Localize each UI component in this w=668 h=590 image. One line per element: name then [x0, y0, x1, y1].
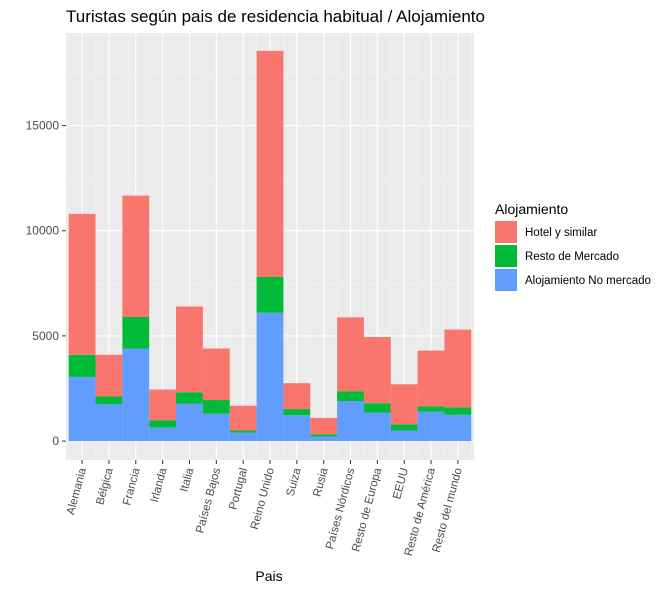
- x-tick-label: Países Nórdicos: [324, 466, 357, 550]
- bar-segment: [363, 336, 391, 404]
- bar-segment: [68, 376, 96, 442]
- bar-segment: [95, 354, 123, 397]
- y-tick-label: 10000: [26, 224, 60, 238]
- bar-segment: [95, 404, 123, 442]
- x-tick-label: Portugal: [227, 467, 250, 511]
- legend-key: [495, 269, 517, 291]
- bar-segment: [444, 407, 472, 415]
- x-tick-label: Alemania: [65, 466, 89, 516]
- bar-segment: [149, 427, 177, 442]
- x-axis-ticks: Alemania Bélgica Francia Irlanda ItaliaPaíse…: [65, 460, 465, 557]
- bar-segment: [176, 392, 203, 404]
- bar-segment: [202, 400, 230, 414]
- x-tick-label: Rusia: [311, 466, 330, 498]
- legend-label: Resto de Mercado: [525, 251, 619, 263]
- bar-segment: [363, 412, 391, 442]
- bar-segment: [256, 312, 284, 442]
- bar-segment: [390, 384, 418, 425]
- bar-segment: [122, 195, 150, 317]
- x-tick-label: Francia: [121, 466, 143, 507]
- bar-segment: [122, 316, 150, 349]
- bar-segment: [417, 406, 445, 412]
- bar-segment: [229, 405, 257, 431]
- bar-segment: [337, 401, 364, 442]
- x-tick-label: Resto del mundo: [431, 467, 465, 554]
- chart-title: Turistas según pais de residencia habitu…: [66, 7, 485, 26]
- bar-segment: [310, 436, 338, 442]
- legend-title: Alojamiento: [495, 201, 568, 217]
- x-tick-label: Bélgica: [94, 466, 116, 506]
- legend: Alojamiento Hotel y similar Resto de Merc…: [495, 201, 651, 291]
- bar-segment: [310, 417, 338, 435]
- bar-segment: [176, 306, 203, 393]
- x-axis-title: Pais: [255, 568, 282, 584]
- bar-segment: [283, 415, 311, 442]
- legend-key: [495, 245, 517, 267]
- legend-key: [495, 221, 517, 243]
- legend-label: Alojamiento No mercado: [525, 275, 651, 287]
- x-tick-label: Países Bajos: [194, 466, 223, 534]
- bar-segment: [310, 434, 338, 437]
- bar-segment: [444, 414, 472, 442]
- bar-segment: [176, 403, 203, 442]
- x-tick-label: Irlanda: [149, 466, 170, 504]
- bar-segment: [202, 348, 230, 401]
- bar-segment: [95, 396, 123, 405]
- x-tick-label: Italia: [178, 466, 196, 493]
- bar-segment: [229, 430, 257, 433]
- bar-segment: [337, 317, 364, 392]
- x-tick-label: Resto de Europa: [350, 466, 384, 553]
- legend-label: Hotel y similar: [525, 227, 597, 239]
- bar-segment: [363, 403, 391, 413]
- y-tick-label: 15000: [26, 119, 60, 133]
- x-tick-label: Suiza: [285, 466, 304, 497]
- bar-segment: [337, 391, 364, 402]
- x-tick-label: EEUU: [391, 467, 411, 501]
- bar-segment: [256, 50, 284, 278]
- bar-segment: [229, 432, 257, 442]
- bar-segment: [149, 389, 177, 421]
- bar-segment: [149, 420, 177, 428]
- bar-segment: [256, 277, 284, 313]
- bar-segment: [68, 354, 96, 377]
- bars: [68, 50, 472, 442]
- bar-segment: [122, 348, 150, 442]
- bar-segment: [283, 409, 311, 416]
- bar-segment: [68, 213, 96, 355]
- bar-segment: [390, 424, 418, 431]
- bar-segment: [444, 329, 472, 408]
- y-tick-label: 5000: [32, 329, 59, 343]
- bar-segment: [417, 411, 445, 442]
- bar-segment: [202, 413, 230, 442]
- y-tick-label: 0: [52, 434, 59, 448]
- bar-segment: [283, 383, 311, 410]
- bar-segment: [417, 350, 445, 407]
- x-tick-label: Reino Unido: [249, 467, 277, 531]
- y-axis-ticks: 0 5000 10000 15000: [26, 119, 66, 448]
- bar-segment: [390, 430, 418, 442]
